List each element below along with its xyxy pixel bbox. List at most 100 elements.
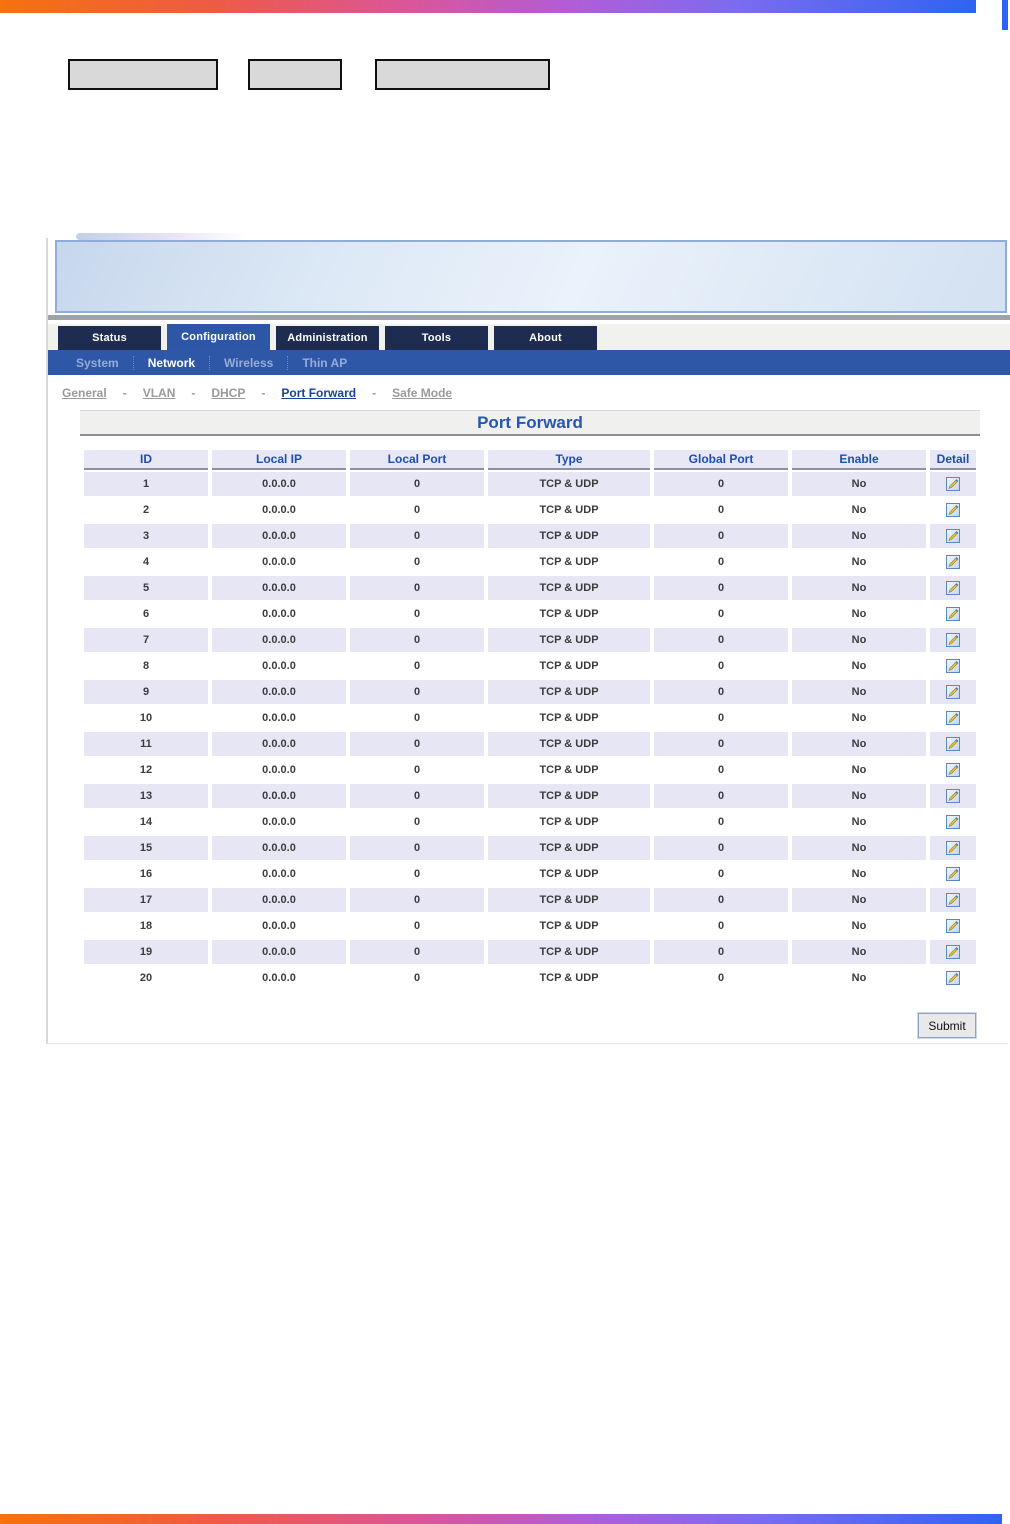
cell-local-ip: 0.0.0.0 <box>212 784 346 808</box>
cell-id: 16 <box>84 862 208 886</box>
cell-type: TCP & UDP <box>488 576 650 600</box>
cell-detail <box>930 966 976 990</box>
table-row: 3 0.0.0.0 0 TCP & UDP 0 No <box>84 524 976 548</box>
cell-detail <box>930 472 976 496</box>
cell-global-port: 0 <box>654 498 788 522</box>
cell-type: TCP & UDP <box>488 680 650 704</box>
tab-administration[interactable]: Administration <box>276 326 379 350</box>
redacted-box-1 <box>68 59 218 90</box>
edit-icon[interactable] <box>946 529 960 543</box>
cell-local-ip: 0.0.0.0 <box>212 576 346 600</box>
cell-type: TCP & UDP <box>488 498 650 522</box>
edit-icon[interactable] <box>946 607 960 621</box>
cell-local-port: 0 <box>350 550 484 574</box>
cell-enable: No <box>792 732 926 756</box>
redacted-box-3 <box>375 59 550 90</box>
cell-enable: No <box>792 680 926 704</box>
edit-icon[interactable] <box>946 893 960 907</box>
cell-global-port: 0 <box>654 680 788 704</box>
cell-local-port: 0 <box>350 784 484 808</box>
cell-local-port: 0 <box>350 498 484 522</box>
cell-id: 18 <box>84 914 208 938</box>
banner-divider <box>48 315 1010 320</box>
cell-detail <box>930 680 976 704</box>
col-header-global-port: Global Port <box>654 450 788 470</box>
cell-local-port: 0 <box>350 810 484 834</box>
cell-detail <box>930 888 976 912</box>
edit-icon[interactable] <box>946 971 960 985</box>
edit-icon[interactable] <box>946 867 960 881</box>
header-banner <box>55 240 1007 313</box>
edit-icon[interactable] <box>946 841 960 855</box>
subnav-item-thin-ap[interactable]: Thin AP <box>302 355 348 370</box>
edit-icon[interactable] <box>946 789 960 803</box>
top-gradient-bar <box>0 0 976 13</box>
cell-enable: No <box>792 576 926 600</box>
edit-icon[interactable] <box>946 555 960 569</box>
edit-icon[interactable] <box>946 737 960 751</box>
cell-local-port: 0 <box>350 966 484 990</box>
subnav-item-wireless[interactable]: Wireless <box>224 355 274 370</box>
cell-local-ip: 0.0.0.0 <box>212 498 346 522</box>
redacted-box-2 <box>248 59 342 90</box>
crumb-vlan[interactable]: VLAN <box>142 386 176 400</box>
cell-enable: No <box>792 758 926 782</box>
cell-global-port: 0 <box>654 706 788 730</box>
table-row: 8 0.0.0.0 0 TCP & UDP 0 No <box>84 654 976 678</box>
edit-icon[interactable] <box>946 711 960 725</box>
cell-local-ip: 0.0.0.0 <box>212 862 346 886</box>
table-body: 1 0.0.0.0 0 TCP & UDP 0 No 2 <box>84 472 976 990</box>
cell-detail <box>930 628 976 652</box>
cell-local-port: 0 <box>350 680 484 704</box>
cell-enable: No <box>792 628 926 652</box>
crumb-port-forward[interactable]: Port Forward <box>281 386 357 400</box>
cell-global-port: 0 <box>654 576 788 600</box>
edit-icon[interactable] <box>946 477 960 491</box>
cell-global-port: 0 <box>654 966 788 990</box>
cell-detail <box>930 550 976 574</box>
main-tab-bar: Status Configuration Administration Tool… <box>48 324 1010 350</box>
cell-type: TCP & UDP <box>488 654 650 678</box>
edit-icon[interactable] <box>946 763 960 777</box>
tab-tools[interactable]: Tools <box>385 326 488 350</box>
table-row: 12 0.0.0.0 0 TCP & UDP 0 No <box>84 758 976 782</box>
edit-icon[interactable] <box>946 633 960 647</box>
tab-about[interactable]: About <box>494 326 597 350</box>
edit-icon[interactable] <box>946 815 960 829</box>
edit-icon[interactable] <box>946 919 960 933</box>
edit-icon[interactable] <box>946 503 960 517</box>
submit-button[interactable]: Submit <box>917 1012 977 1039</box>
subnav-item-network[interactable]: Network <box>147 355 196 370</box>
cell-global-port: 0 <box>654 914 788 938</box>
edit-icon[interactable] <box>946 659 960 673</box>
cell-type: TCP & UDP <box>488 966 650 990</box>
cell-enable: No <box>792 472 926 496</box>
subnav-item-system[interactable]: System <box>76 355 119 370</box>
page-title: Port Forward <box>80 410 980 436</box>
tab-configuration[interactable]: Configuration <box>167 324 270 350</box>
edit-icon[interactable] <box>946 581 960 595</box>
bottom-gradient-bar <box>0 1514 1002 1524</box>
table-row: 16 0.0.0.0 0 TCP & UDP 0 No <box>84 862 976 886</box>
cell-local-ip: 0.0.0.0 <box>212 472 346 496</box>
cell-enable: No <box>792 810 926 834</box>
tab-status[interactable]: Status <box>58 326 161 350</box>
table-row: 19 0.0.0.0 0 TCP & UDP 0 No <box>84 940 976 964</box>
app-panel: Status Configuration Administration Tool… <box>46 233 1010 1044</box>
cell-detail <box>930 836 976 860</box>
sub-nav-bar: System Network Wireless Thin AP <box>48 350 1010 375</box>
cell-local-ip: 0.0.0.0 <box>212 654 346 678</box>
crumb-general[interactable]: General <box>62 386 107 400</box>
crumb-safe-mode[interactable]: Safe Mode <box>392 386 453 400</box>
cell-local-ip: 0.0.0.0 <box>212 628 346 652</box>
edit-icon[interactable] <box>946 685 960 699</box>
banner-artifact <box>76 233 246 240</box>
cell-id: 6 <box>84 602 208 626</box>
cell-id: 5 <box>84 576 208 600</box>
col-header-id: ID <box>84 450 208 470</box>
cell-type: TCP & UDP <box>488 914 650 938</box>
cell-id: 10 <box>84 706 208 730</box>
crumb-dhcp[interactable]: DHCP <box>211 386 246 400</box>
edit-icon[interactable] <box>946 945 960 959</box>
cell-local-port: 0 <box>350 836 484 860</box>
